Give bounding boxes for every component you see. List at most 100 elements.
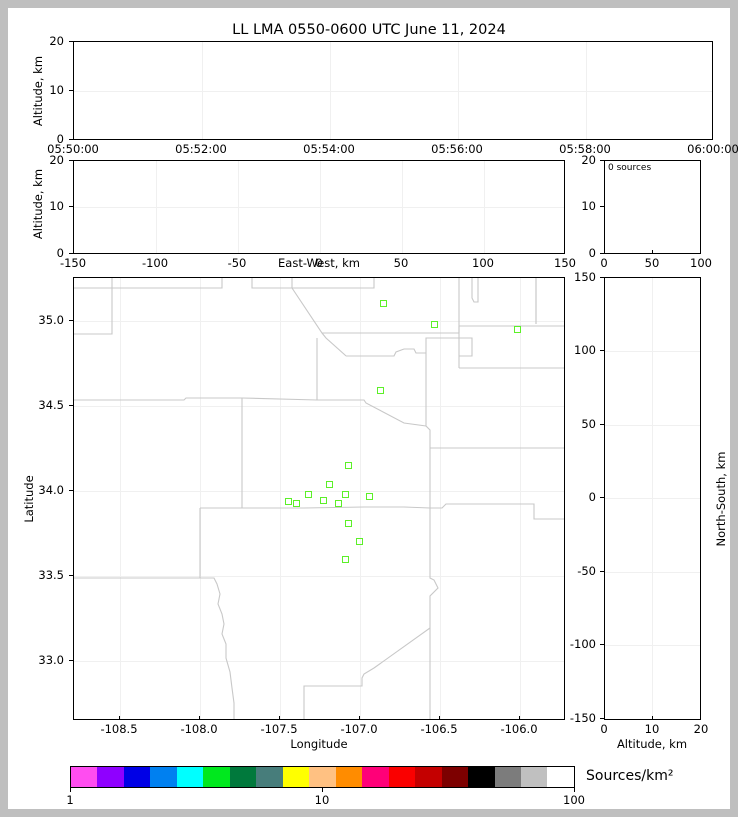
lma-source-marker — [335, 500, 342, 507]
lma-source-marker — [293, 500, 300, 507]
lma-figure: LL LMA 0550-0600 UTC June 11, 2024 20 10… — [8, 8, 738, 809]
tick-label-lon-3: -107.0 — [340, 722, 378, 736]
colorbar-tickmark — [574, 788, 575, 792]
colorbar-swatch — [468, 767, 495, 787]
colorbar-tick-label-1: 1 — [66, 793, 74, 807]
tickmark — [279, 716, 280, 720]
tick-label-altitude-0: 0 — [56, 246, 64, 260]
colorbar-swatch — [335, 767, 363, 787]
colorbar-tick-label-10: 10 — [314, 793, 330, 807]
tick-label-altitude-0: 0 — [56, 132, 64, 146]
panel-east-west-height[interactable] — [73, 160, 565, 254]
panel-north-south-height[interactable] — [604, 277, 701, 720]
gridline — [74, 207, 564, 208]
tick-label-ns-neg100: -100 — [569, 637, 596, 651]
tick-label-ew-3: 0 — [315, 256, 323, 270]
tickmark — [600, 350, 604, 351]
gridline — [200, 278, 201, 719]
lma-source-marker — [305, 491, 312, 498]
source-count-annotation: 0 sources — [608, 163, 652, 173]
tickmark — [600, 644, 604, 645]
lma-source-marker — [326, 481, 333, 488]
tick-label-ew-1: -100 — [141, 256, 169, 270]
tickmark — [69, 206, 73, 207]
tick-label-ns-neg150: -150 — [569, 711, 596, 725]
gridline — [74, 576, 564, 577]
colorbar-swatch — [123, 767, 151, 787]
tickmark — [69, 320, 73, 321]
lma-source-marker — [342, 491, 349, 498]
tick-label-hist-y-10: 10 — [581, 199, 596, 213]
gridline — [520, 278, 521, 719]
gridline — [458, 42, 459, 139]
tick-label-lon-2: -107.5 — [260, 722, 298, 736]
colorbar-tick-label-100: 100 — [563, 793, 585, 807]
tickmark — [600, 277, 604, 278]
colorbar-swatch — [441, 767, 469, 787]
tick-label-time-5: 06:00:00 — [687, 142, 738, 156]
tick-label-time-1: 05:52:00 — [175, 142, 227, 156]
tick-label-ew-4: 50 — [393, 256, 409, 270]
tick-label-altitude-20: 20 — [49, 153, 64, 167]
tick-label-altitude-10: 10 — [49, 199, 64, 213]
gridline — [586, 42, 587, 139]
gridline — [74, 406, 564, 407]
tick-label-altitude-10: 10 — [49, 83, 64, 97]
lma-source-marker — [514, 326, 521, 333]
page-title: LL LMA 0550-0600 UTC June 11, 2024 — [232, 22, 506, 38]
colorbar-swatch — [415, 767, 442, 787]
panel-time-height[interactable] — [73, 41, 713, 140]
tickmark — [69, 139, 73, 140]
axis-label-altitude-bottom: Altitude, km — [616, 737, 688, 751]
tick-label-alt-0: 0 — [600, 722, 608, 736]
tick-label-ew-2: -50 — [227, 256, 247, 270]
colorbar[interactable] — [70, 766, 575, 788]
tickmark — [119, 716, 120, 720]
colorbar-tickmark — [70, 788, 71, 792]
panel-altitude-histogram[interactable]: 0 sources — [604, 160, 701, 254]
lma-source-marker — [366, 493, 373, 500]
tickmark — [519, 716, 520, 720]
gridline — [280, 278, 281, 719]
tickmark — [69, 490, 73, 491]
lma-source-marker — [320, 497, 327, 504]
tick-label-ew-5: 100 — [472, 256, 494, 270]
tickmark — [652, 716, 653, 720]
lma-source-marker — [342, 556, 349, 563]
tick-label-ns-neg50: -50 — [577, 564, 596, 578]
colorbar-title: Sources/km² — [586, 768, 674, 784]
colorbar-swatch — [388, 767, 416, 787]
tickmark — [69, 253, 73, 254]
tick-label-altitude-20: 20 — [49, 34, 64, 48]
colorbar-swatch — [309, 767, 336, 787]
colorbar-swatch — [203, 767, 230, 787]
tick-label-time-2: 05:54:00 — [303, 142, 355, 156]
tick-label-lon-0: -108.5 — [100, 722, 138, 736]
tickmark — [69, 160, 73, 161]
gridline — [320, 161, 321, 253]
gridline — [484, 161, 485, 253]
lma-source-marker — [431, 321, 438, 328]
tickmark — [600, 160, 604, 161]
colorbar-swatch — [282, 767, 310, 787]
panel-plan-view-map[interactable] — [73, 277, 565, 720]
tick-label-lon-4: -106.5 — [420, 722, 458, 736]
colorbar-swatch — [362, 767, 389, 787]
tick-label-hist-y-0: 0 — [588, 246, 596, 260]
tickmark — [600, 571, 604, 572]
tick-label-alt-20: 20 — [693, 722, 709, 736]
colorbar-swatch — [256, 767, 283, 787]
colorbar-swatch — [494, 767, 521, 787]
tick-label-lon-1: -108.0 — [180, 722, 218, 736]
lma-source-marker — [345, 520, 352, 527]
tickmark — [199, 716, 200, 720]
gridline — [74, 321, 564, 322]
gridline — [238, 161, 239, 253]
axis-label-latitude: Latitude — [22, 475, 36, 523]
tickmark — [600, 424, 604, 425]
axis-label-longitude: Longitude — [290, 737, 348, 751]
lma-source-marker — [345, 462, 352, 469]
tickmark — [600, 497, 604, 498]
tick-label-lat-34.0: 34.0 — [38, 483, 64, 497]
axis-label-east-west: East-West, km — [278, 256, 360, 270]
